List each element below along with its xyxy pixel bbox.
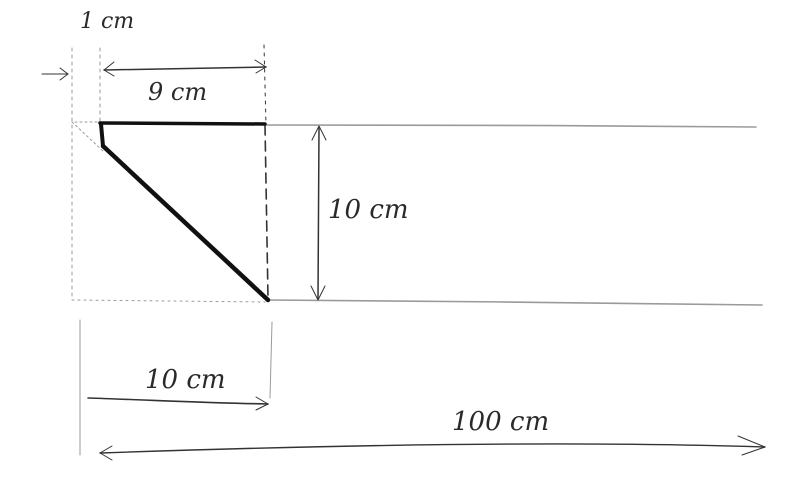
nine-cm-arrow-shaft [103,66,267,71]
dimension-arrows [41,59,766,461]
short-vertical-segment [99,122,105,148]
ten-cm-vertical-arrow-shaft [317,127,320,299]
ten-cm-horizontal-label: 10 cm [145,365,226,395]
ramp-profile [98,121,271,303]
hundred-cm-right-arrowhead [737,435,766,456]
ten-cm-horizontal-arrowhead [255,396,269,411]
ten-cm-vertical-bottom-arrowhead [310,285,326,301]
ten-cm-horizontal-arrow-shaft [87,397,269,405]
nine-cm-left-arrowhead [103,61,115,77]
bottom-long-line [267,299,763,306]
nine-cm-right-arrowhead [254,59,267,74]
lower-right-vertical [269,321,273,399]
nine-cm-label: 9 cm [148,78,207,106]
small-dotted-diagonal [71,121,105,153]
hundred-cm-arrow-shaft [99,443,766,454]
diagonal-ramp-segment [100,143,271,303]
top-long-line [264,123,757,128]
horizontal-lines [264,123,763,306]
dimension-labels: 1 cm 9 cm 10 cm 10 cm 100 cm [80,9,549,437]
one-cm-left-arrowhead [59,67,69,81]
bottom-dotted-line [71,299,266,303]
one-cm-label: 1 cm [80,9,134,34]
extension-lines [71,44,273,456]
top-flat-segment [98,121,267,126]
right-top-extension-line [263,44,267,126]
hundred-cm-left-arrowhead [99,445,113,461]
hundred-cm-label: 100 cm [452,407,549,437]
right-dashed-vertical [264,124,269,299]
ten-cm-vertical-top-arrowhead [311,125,327,141]
ten-cm-vertical-label: 10 cm [328,195,409,225]
